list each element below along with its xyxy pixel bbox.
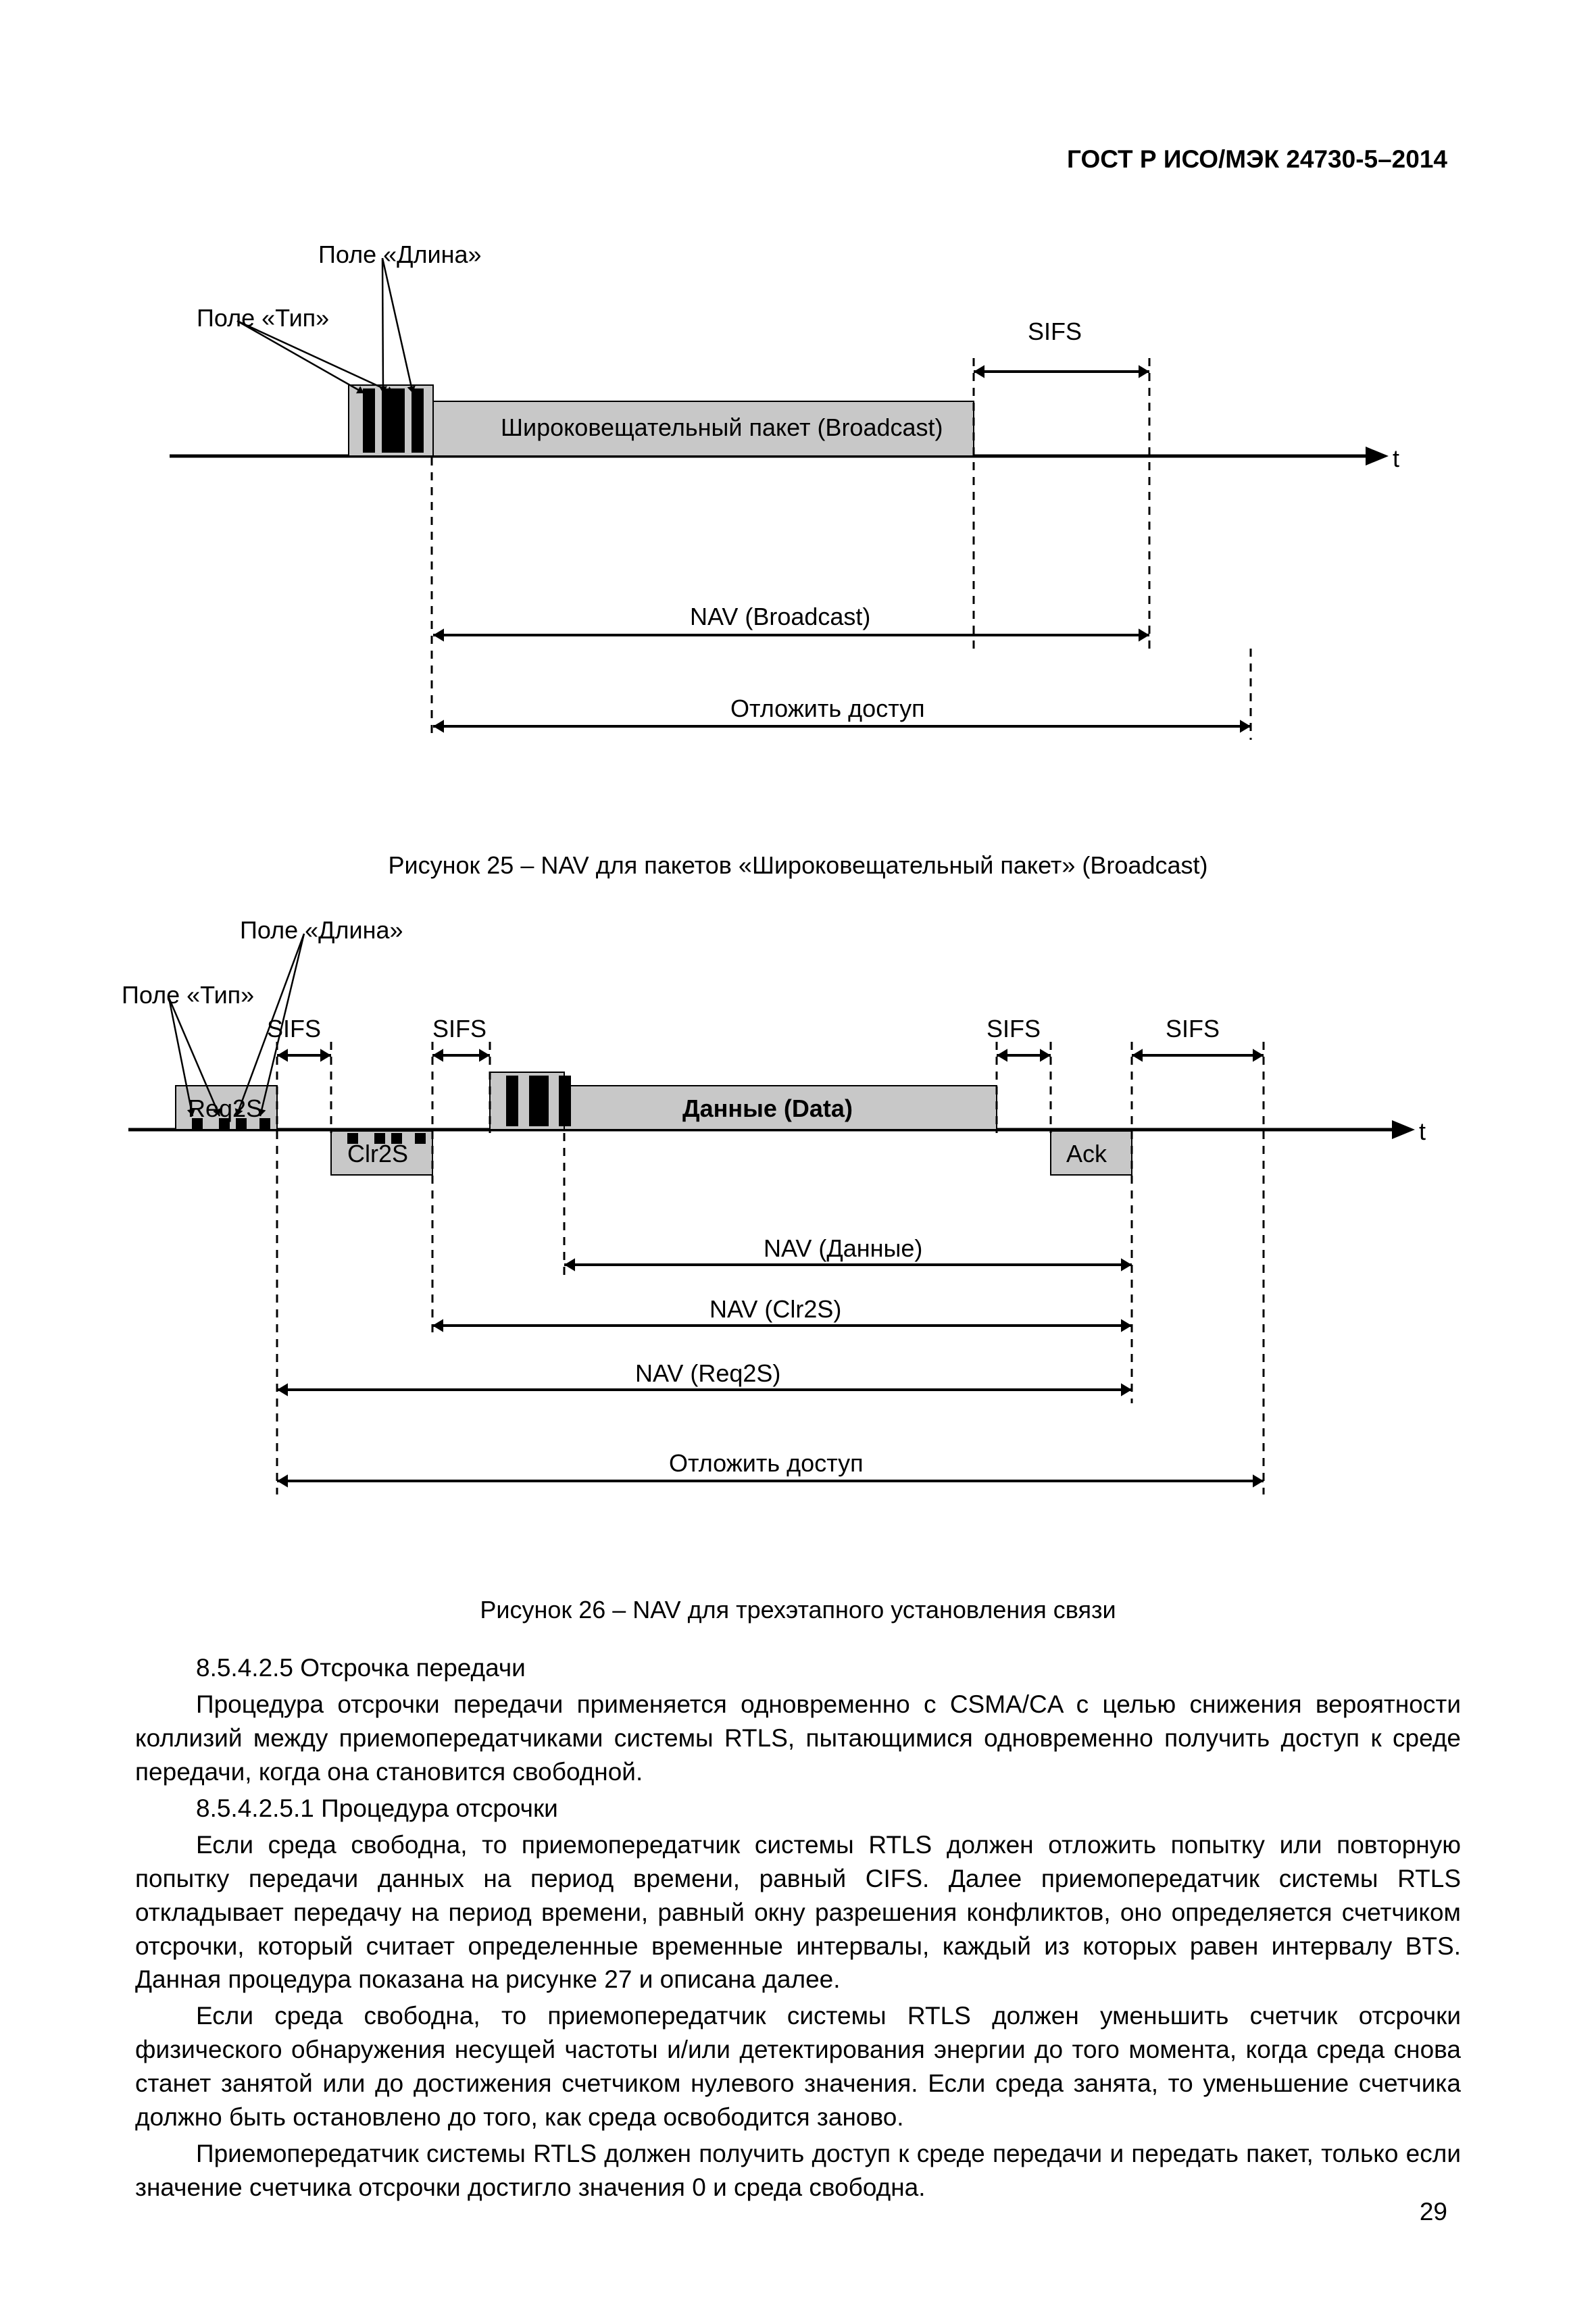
fig26-sifs-4: SIFS bbox=[1166, 1015, 1220, 1043]
document-page: ГОСТ Р ИСО/МЭК 24730-5–2014 Поле «Тип» П… bbox=[0, 0, 1596, 2314]
fig26-data: Данные (Data) bbox=[682, 1095, 853, 1123]
figure-26-caption: Рисунок 26 – NAV для трехэтапного устано… bbox=[135, 1596, 1461, 1624]
figure-25: Поле «Тип» Поле «Длина» SIFS Широковещат… bbox=[156, 216, 1440, 838]
fig26-label-length: Поле «Длина» bbox=[240, 916, 403, 945]
document-id: ГОСТ Р ИСО/МЭК 24730-5–2014 bbox=[1067, 145, 1447, 174]
figure-25-caption: Рисунок 25 – NAV для пакетов «Широковеща… bbox=[135, 851, 1461, 880]
fig25-label-nav: NAV (Broadcast) bbox=[690, 603, 870, 631]
body-text: 8.5.4.2.5 Отсрочка передачи Процедура от… bbox=[135, 1651, 1461, 2205]
fig26-clr2s: Clr2S bbox=[347, 1140, 408, 1168]
paragraph-1: Процедура отсрочки передачи применяется … bbox=[135, 1688, 1461, 1789]
fig25-axis-t: t bbox=[1393, 445, 1399, 473]
fig26-ack: Ack bbox=[1066, 1140, 1107, 1168]
fig25-label-sifs: SIFS bbox=[1028, 318, 1082, 346]
figure-26: Поле «Тип» Поле «Длина» SIFS SIFS SIFS S… bbox=[115, 907, 1439, 1582]
fig26-sifs-2: SIFS bbox=[432, 1015, 487, 1043]
fig26-defer: Отложить доступ bbox=[669, 1449, 864, 1478]
page-number: 29 bbox=[1420, 2198, 1447, 2226]
fig26-nav-clr2s: NAV (Clr2S) bbox=[709, 1295, 841, 1324]
fig25-label-defer: Отложить доступ bbox=[730, 695, 925, 723]
fig26-nav-req2s: NAV (Req2S) bbox=[635, 1359, 780, 1388]
fig25-label-length: Поле «Длина» bbox=[318, 241, 482, 269]
section-head-2: 8.5.4.2.5.1 Процедура отсрочки bbox=[135, 1792, 1461, 1826]
fig26-nav-data: NAV (Данные) bbox=[764, 1234, 922, 1263]
fig25-label-broadcast: Широковещательный пакет (Broadcast) bbox=[501, 413, 943, 442]
fig26-req2s: Req2S bbox=[188, 1095, 262, 1123]
fig25-label-type: Поле «Тип» bbox=[197, 304, 329, 332]
fig26-sifs-3: SIFS bbox=[987, 1015, 1041, 1043]
paragraph-4: Приемопередатчик системы RTLS должен пол… bbox=[135, 2137, 1461, 2205]
paragraph-3: Если среда свободна, то приемопередатчик… bbox=[135, 1999, 1461, 2134]
section-head-1: 8.5.4.2.5 Отсрочка передачи bbox=[135, 1651, 1461, 1685]
figure-25-svg bbox=[156, 216, 1440, 838]
paragraph-2: Если среда свободна, то приемопередатчик… bbox=[135, 1828, 1461, 1997]
fig26-axis-t: t bbox=[1419, 1117, 1426, 1146]
fig26-label-type: Поле «Тип» bbox=[122, 981, 254, 1009]
fig26-sifs-1: SIFS bbox=[267, 1015, 321, 1043]
